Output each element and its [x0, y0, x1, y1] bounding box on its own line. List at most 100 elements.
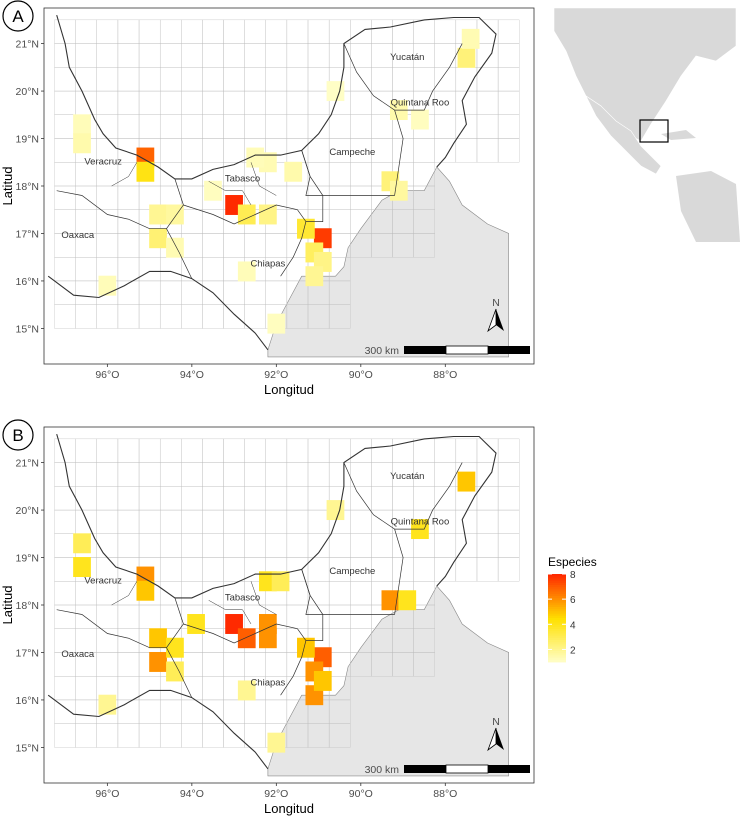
coastline-south: [47, 270, 269, 351]
data-cell: [149, 651, 167, 672]
state-border: [183, 623, 307, 644]
data-cell: [398, 590, 417, 611]
coastline-south: [47, 689, 269, 770]
x-tick-label: 88°O: [433, 788, 457, 800]
inset-world-map: [546, 6, 740, 242]
data-cell: [246, 147, 265, 168]
data-cell: [237, 680, 256, 701]
data-cell: [237, 261, 256, 282]
state-border: [280, 569, 324, 696]
state-border: [56, 609, 167, 649]
scale-label: 300 km: [365, 764, 400, 776]
data-cell: [297, 218, 315, 239]
state-border: [56, 190, 167, 230]
map-panel-b: Yucatán Quintana Roo Campeche Veracruz Tabas…: [0, 419, 597, 816]
north-label: N: [492, 297, 500, 309]
state-label: Yucatán: [390, 471, 424, 482]
data-cell: [267, 732, 286, 753]
north-arrow-icon: [496, 309, 504, 331]
inset-north-america: [553, 7, 737, 142]
north-label: N: [492, 716, 500, 728]
state-label: Quintana Roo: [391, 97, 450, 108]
data-cell: [73, 114, 91, 135]
data-cell: [136, 161, 155, 182]
inset-study-area-box: [639, 119, 669, 143]
y-tick-label: 16°N: [16, 695, 39, 707]
data-cell: [166, 637, 184, 658]
x-tick-label: 92°O: [264, 788, 288, 800]
state-border: [301, 569, 395, 615]
map-panel-a: Yucatán Quintana Roo Campeche Veracruz Tabas…: [0, 0, 599, 397]
data-cell: [149, 628, 167, 649]
data-cell: [305, 266, 324, 287]
legend-tick: 8: [570, 570, 576, 581]
coastline-north: [56, 14, 497, 180]
scale-label: 300 km: [365, 345, 400, 357]
state-label: Oaxaca: [61, 230, 94, 241]
state-border: [394, 462, 463, 530]
y-tick-label: 15°N: [16, 742, 39, 754]
x-tick-label: 90°O: [349, 369, 373, 381]
y-tick-label: 16°N: [16, 276, 39, 288]
river-line: [111, 581, 138, 606]
y-tick-label: 17°N: [16, 647, 39, 659]
data-cell: [166, 204, 184, 225]
y-axis-title: Latitud: [0, 585, 15, 624]
state-label: Campeche: [329, 566, 375, 577]
data-cell: [166, 661, 184, 682]
data-cell: [149, 204, 167, 225]
map-content: [47, 14, 520, 358]
north-arrow-icon: [496, 728, 504, 750]
legend-tick: 4: [570, 620, 576, 631]
scale-bar: [404, 346, 446, 354]
data-cell: [237, 204, 256, 225]
state-label: Chiapas: [250, 259, 285, 270]
river-line: [208, 181, 252, 206]
y-tick-label: 18°N: [16, 181, 39, 193]
data-cell: [457, 47, 476, 68]
legend-tick: 2: [570, 645, 576, 656]
state-border: [394, 43, 463, 111]
legend-tick: 6: [570, 595, 576, 606]
state-label: Oaxaca: [61, 649, 94, 660]
state-border: [343, 462, 404, 615]
data-cell: [267, 313, 286, 334]
x-tick-label: 96°O: [95, 788, 119, 800]
data-cell: [389, 180, 408, 201]
state-label: Tabasco: [225, 173, 260, 184]
data-cell: [461, 28, 480, 49]
y-tick-label: 18°N: [16, 600, 39, 612]
state-label: Yucatán: [390, 52, 424, 63]
data-cell: [73, 533, 91, 554]
sampling-grid: [54, 438, 520, 748]
data-cell: [237, 628, 256, 649]
data-cell: [313, 670, 332, 691]
y-tick-label: 17°N: [16, 228, 39, 240]
inset-caribbean: [661, 130, 696, 140]
data-cell: [73, 133, 91, 154]
data-cell: [136, 580, 155, 601]
panel-letter: B: [12, 426, 23, 445]
data-cell: [326, 81, 345, 102]
data-cell: [297, 637, 315, 658]
river-line: [250, 162, 277, 196]
panel-letter-badge: [2, 419, 34, 451]
data-cell: [149, 228, 167, 249]
y-tick-label: 21°N: [16, 458, 39, 470]
map-content: [47, 433, 520, 777]
x-axis-title: Longitud: [264, 801, 314, 816]
data-cell: [326, 500, 345, 521]
data-cell: [284, 161, 303, 182]
y-tick-label: 20°N: [16, 505, 39, 517]
x-tick-label: 94°O: [180, 788, 204, 800]
x-tick-label: 94°O: [180, 369, 204, 381]
state-label: Campeche: [329, 147, 375, 158]
state-label: Chiapas: [250, 678, 285, 689]
scale-bar: [404, 765, 446, 773]
panel-letter-badge: [2, 0, 34, 32]
inset-south-america: [676, 171, 740, 242]
x-axis-title: Longitud: [264, 382, 314, 397]
data-cell: [204, 180, 222, 201]
